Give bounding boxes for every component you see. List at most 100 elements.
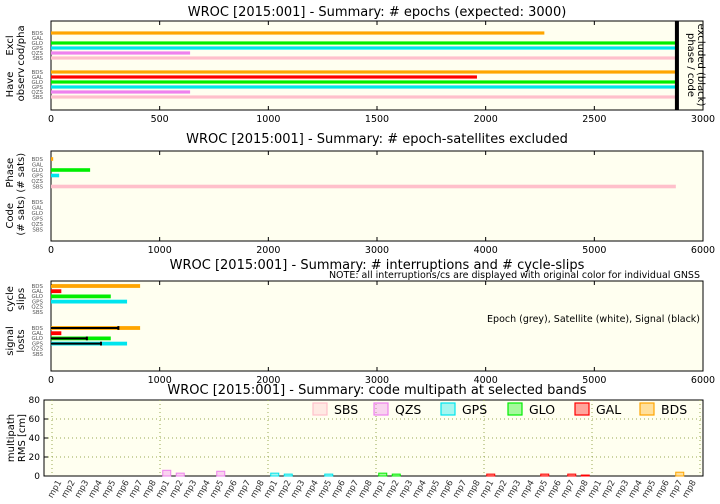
panel-epochs-plot-area: [50, 20, 704, 111]
bar-epochs-0-qzs: [51, 51, 191, 55]
system-label-qzs: QZS: [31, 222, 43, 228]
x-tick-label: 4000: [474, 375, 498, 386]
panel-excluded-plot-area: [50, 150, 704, 242]
panel-interruptions-x-ticks: 0 1000 2000 3000 4000 5000 6000: [48, 281, 715, 386]
x-tick-label: 2000: [256, 375, 280, 386]
panel-interruptions-legend-text: Epoch (grey), Satellite (white), Signal …: [487, 314, 700, 325]
x-tick-label: 2000: [474, 114, 498, 125]
bar-multipath-gal-mp8: [580, 474, 590, 477]
bar-multipath-glo-mp2: [391, 473, 401, 477]
legend-label-glo: GLO: [529, 402, 555, 417]
panel-excluded-group-labels: Phase (# sats)Code (# sats): [5, 153, 27, 236]
bar-interruptions-0-bds: [51, 284, 141, 288]
system-label-bds: BDS: [32, 31, 44, 37]
bar-epochs-1-gal: [51, 75, 477, 79]
legend-swatch-glo: [507, 402, 523, 416]
system-label-qzs: QZS: [31, 90, 43, 96]
legend-swatch-bds: [639, 402, 655, 416]
panel-excluded-x-ticks: 0 1000 2000 3000 4000 5000 6000: [48, 151, 715, 256]
panel-excluded-bars: [51, 157, 676, 189]
panel-epochs-title: WROC [2015:001] - Summary: # epochs (exp…: [188, 5, 567, 20]
system-label-sbs: SBS: [32, 352, 43, 358]
panel-multipath-title: WROC [2015:001] - Summary: code multipat…: [167, 383, 586, 398]
system-label-bds: BDS: [32, 326, 44, 332]
system-label-gal: GAL: [32, 36, 44, 42]
bar-excluded-0-bds: [51, 157, 54, 161]
system-label-gps: GPS: [32, 85, 44, 91]
bar-epochs-1-bds: [51, 70, 677, 74]
bar-excluded-0-sbs: [51, 184, 676, 189]
bar-signal-end-interruptions-glo: [85, 336, 88, 341]
system-label-qzs: QZS: [31, 51, 43, 57]
panel-epochs: WROC [2015:001] - Summary: # epochs (exp…: [5, 5, 715, 125]
system-label-glo: GLO: [32, 80, 44, 86]
panel-excluded: WROC [2015:001] - Summary: # epoch-satel…: [5, 132, 715, 256]
bar-interruptions-0-gps: [51, 299, 128, 304]
x-tick-label: 5000: [582, 245, 606, 256]
bar-epochs-0-bds: [51, 31, 545, 35]
x-tick-label: 6000: [691, 245, 715, 256]
system-label-gal: GAL: [32, 289, 44, 295]
system-label-gps: GPS: [32, 216, 44, 222]
system-label-gps: GPS: [32, 46, 44, 52]
system-label-sbs: SBS: [32, 56, 43, 62]
group-label-line2: slips: [16, 288, 27, 310]
panel-interruptions-group-labels: cycle slips signal losts: [5, 286, 27, 356]
legend-label-qzs: QZS: [395, 402, 421, 417]
bar-excluded-0-glo: [51, 168, 91, 172]
panel-interruptions: WROC [2015:001] - Summary: # interruptio…: [5, 258, 715, 386]
bar-interruptions-0-glo: [51, 294, 111, 299]
x-tick-label: 500: [151, 114, 169, 125]
legend-label-gal: GAL: [596, 402, 621, 417]
legend-swatch-gal: [574, 402, 590, 416]
bar-multipath-qzs-mp1: [162, 469, 172, 477]
panel-interruptions-plot-area: [50, 280, 704, 372]
bar-interruptions-0-gal: [51, 289, 62, 294]
panel-interruptions-bars: [51, 284, 141, 346]
group-label-line1: Phase: [5, 158, 16, 188]
bar-multipath-gal-mp1: [486, 473, 496, 477]
system-label-glo: GLO: [32, 41, 44, 47]
system-label-bds: BDS: [32, 284, 44, 290]
system-label-sbs: SBS: [32, 227, 43, 233]
y-tick-label: 20: [29, 453, 41, 463]
x-tick-label: 0: [48, 114, 54, 125]
x-tick-label: 3000: [365, 245, 389, 256]
group-label-line1: Excl: [5, 35, 16, 55]
panel-excluded-title: WROC [2015:001] - Summary: # epoch-satel…: [186, 132, 568, 147]
x-tick-label: 0: [48, 245, 54, 256]
system-label-sbs: SBS: [32, 95, 43, 101]
bar-multipath-gps-mp1: [270, 472, 280, 477]
bar-signal-interruptions-gps: [51, 342, 101, 345]
system-label-bds: BDS: [32, 157, 44, 163]
bar-epochs-1-qzs: [51, 90, 191, 94]
legend-swatch-gps: [440, 402, 456, 416]
bar-multipath-gal-mp5: [540, 473, 550, 477]
legend-label-bds: BDS: [661, 402, 687, 417]
legend-label-gps: GPS: [462, 402, 487, 417]
x-tick-label: 0: [48, 375, 54, 386]
panel-multipath-ylabel-line2: RMS [cm]: [17, 414, 28, 462]
y-tick-label: 40: [29, 434, 41, 444]
x-tick-label: 1000: [148, 375, 172, 386]
group-label-line2: (# sats): [16, 153, 27, 193]
y-tick-label: 0: [34, 472, 40, 482]
group-label-line2: (# sats): [16, 196, 27, 236]
x-tick-label: 3000: [365, 375, 389, 386]
panel-multipath-x-labels: mp1mp2mp3mp4mp5mp6mp7mp8mp1mp2mp3mp4mp5m…: [46, 479, 699, 501]
x-tick-label: 6000: [691, 375, 715, 386]
group-label-line1: signal: [5, 326, 16, 356]
system-label-qzs: QZS: [31, 305, 43, 311]
panel-epochs-annotation-line1: phase / code: [685, 33, 696, 97]
bar-multipath-gps-mp2: [283, 473, 293, 477]
system-label-bds: BDS: [32, 200, 44, 206]
bar-epochs-1-gps: [51, 85, 677, 89]
bar-multipath-bds-mp7: [675, 471, 685, 477]
panel-epochs-x-ticks: 0 500 1000 1500 2000 2500 3000: [48, 21, 715, 125]
bar-epochs-1-glo: [51, 80, 677, 84]
y-tick-label: 80: [29, 396, 41, 406]
panel-interruptions-title: WROC [2015:001] - Summary: # interruptio…: [170, 258, 585, 273]
group-label-line1: Have: [5, 72, 16, 98]
